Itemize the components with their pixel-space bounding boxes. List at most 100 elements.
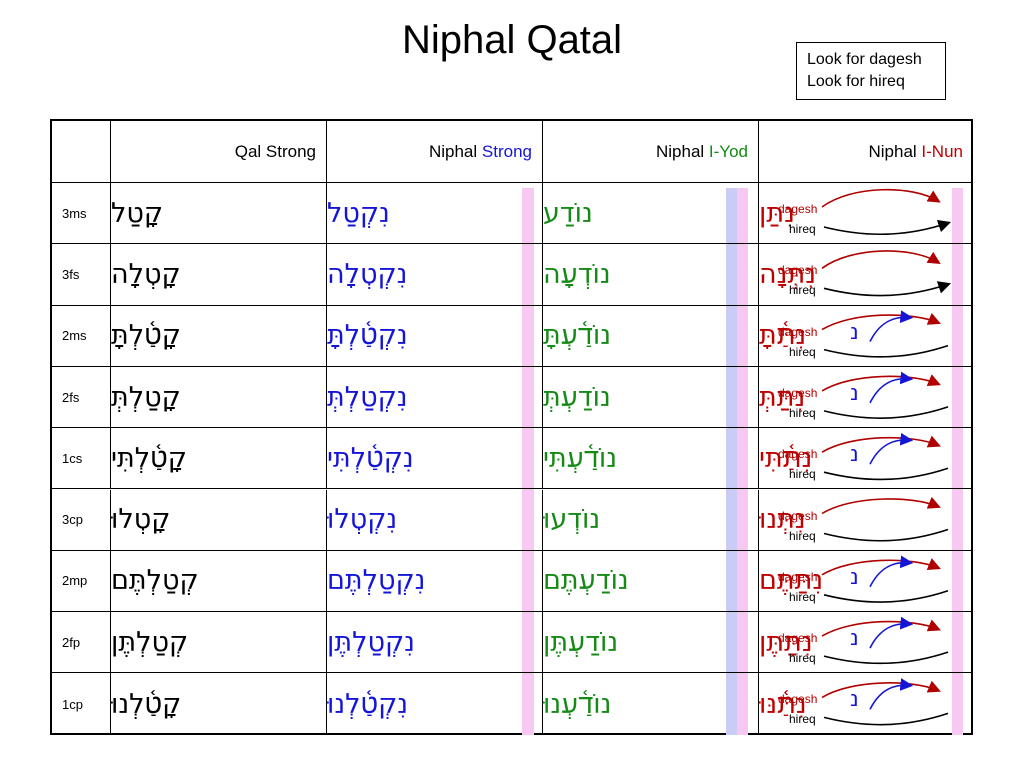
hint-hireq: Look for hireq [807, 73, 905, 90]
niphal-strong-form: נִקְטַ֫לְתָּ [327, 305, 543, 367]
niphal-inun-form: נִתַּתְּ [759, 367, 973, 429]
hireq-annotation: hireq [789, 283, 816, 298]
header-iyod-label: I-Yod [708, 141, 748, 161]
hebrew-word: נִקְטַ֫לְתָּ [327, 320, 408, 352]
row-label: 3fs [52, 244, 111, 306]
qal-strong-form: קָטְלָה [111, 244, 327, 306]
hebrew-word: נִתַּן [759, 197, 795, 229]
header-niphal-iyod: Niphal I-Yod [543, 121, 759, 183]
iyod-prefix-highlight [737, 188, 748, 735]
hebrew-word: נוֹדְעוּ [543, 504, 601, 536]
undefined [823, 467, 949, 481]
niphal-iyod-form: נוֹדַעְתֶּם [543, 550, 759, 613]
header-niphal-label: Niphal [655, 141, 705, 161]
hebrew-word: נִתַּתֶּן [759, 626, 813, 658]
row-label: 2fs [52, 366, 111, 429]
niphal-iyod-form: נוֹדַ֫עְתָּ [543, 305, 759, 367]
hireq-annotation: hireq [789, 712, 816, 727]
hebrew-word: קָטַלְתְּ [111, 381, 181, 413]
hebrew-word: נוֹדַ֫עְתָּ [543, 320, 612, 352]
dagesh-annotation: dagesh [778, 263, 818, 278]
dagesh-annotation: dagesh [778, 692, 818, 707]
hebrew-word: נִקְטְלָה [327, 258, 408, 290]
assimilated-nun: נ [850, 687, 859, 713]
niphal-strong-form: נִקְטַלְתְּ [327, 366, 543, 429]
niphal-iyod-form: נוֹדַ֫עְתִּי [543, 428, 759, 490]
dagesh-arrow-icon [821, 374, 941, 392]
undefined [823, 590, 949, 603]
hebrew-word: קָטְלָה [111, 258, 181, 290]
niphal-strong-form: נִקְטַ֫לְתִּי [327, 428, 543, 490]
hint-dagesh: Look for dagesh [807, 51, 922, 68]
undefined [823, 712, 949, 726]
qal-strong-form: קְטַלְתֶּם [111, 550, 327, 613]
hebrew-word: נוֹדַעְתֶּן [543, 626, 619, 658]
dagesh-annotation: dagesh [778, 569, 818, 584]
niphal-iyod-form: נוֹדַעְתֶּן [543, 612, 759, 674]
header-niphal-label: Niphal [428, 141, 478, 161]
qal-strong-form: קָטַלְתְּ [111, 366, 327, 429]
header-niphal-label: Niphal [868, 141, 917, 161]
hireq-annotation: hireq [789, 528, 816, 543]
niphal-strong-form: נִקְטַלְתֶּן [327, 612, 543, 674]
assimilated-nun: נ [850, 442, 859, 468]
hireq-annotation: hireq [789, 344, 816, 359]
hebrew-word: נִתַּ֫תִּי [759, 442, 813, 474]
dagesh-annotation: dagesh [778, 324, 818, 339]
niphal-strong-form: נִקְטַלְתֶּם [327, 550, 543, 613]
hebrew-word: קָטַ֫לְנוּ [111, 688, 182, 720]
dagesh-annotation: dagesh [778, 447, 818, 462]
hebrew-word: נִקְטַל [327, 197, 390, 229]
row-label: 1cp [52, 673, 111, 735]
header-corner [52, 121, 111, 183]
niphal-iyod-form: נוֹדַעְתְּ [543, 366, 759, 429]
hebrew-word: נִקְטַלְתֶּם [327, 565, 426, 597]
niphal-iyod-form: נוֹדַ֫עְנוּ [543, 673, 759, 735]
page-title: Niphal Qatal [401, 18, 623, 62]
dagesh-arrow-icon [821, 680, 941, 699]
hebrew-word: נוֹדְעָה [543, 258, 611, 290]
hebrew-word: נוֹדַ֫עְתִּי [543, 442, 618, 474]
arrow-layer [821, 188, 952, 726]
dagesh-arrow-icon [821, 435, 941, 453]
niphal-inun-form: נִתַּן [759, 183, 973, 245]
niphal-strong-form: נִקְטַל [327, 183, 543, 245]
hebrew-word: קָטַ֫לְתִּי [111, 442, 187, 474]
niphal-inun-form: נִתְּנוּ [759, 490, 973, 551]
row-label: 3cp [52, 489, 111, 551]
qal-strong-form: קְטַלְתֶּן [111, 612, 327, 674]
niphal-strong-form: נִקְטְלָה [327, 244, 543, 306]
hebrew-word: נִקְטַ֫לְתִּי [327, 442, 414, 474]
hebrew-word: נִתְּנָה [759, 258, 817, 290]
row-label: 3ms [52, 183, 111, 245]
niphal-iyod-form: נוֹדַע [543, 183, 759, 245]
row-label: 2mp [52, 550, 111, 613]
dagesh-arrow-icon [821, 619, 941, 637]
header-strong-label: Strong [481, 141, 532, 161]
hireq-annotation: hireq [789, 467, 816, 482]
dagesh-arrow-icon [821, 312, 941, 331]
header-qal-strong: Qal Strong [111, 121, 327, 183]
undefined [823, 651, 949, 665]
dagesh-annotation: dagesh [778, 385, 818, 400]
niphal-inun-form: נִתַּ֫תִּי [759, 428, 973, 490]
nun-arrow-icon [869, 371, 914, 404]
assimilated-nun: נ [850, 380, 859, 406]
hireq-arrow-icon [823, 219, 952, 236]
hebrew-word: נִקְטְלוּ [327, 504, 398, 536]
niphal-strong-prefix-highlight [522, 188, 534, 735]
header-niphal-strong: Niphal Strong [327, 121, 543, 183]
nun-arrow-icon [869, 432, 914, 465]
niphal-inun-form: נִתַּ֫תָּ [759, 306, 973, 367]
hebrew-word: קָטְלוּ [111, 504, 171, 536]
dagesh-arrow-icon [821, 496, 941, 515]
row-label: 2fp [52, 612, 111, 674]
row-label: 1cs [52, 428, 111, 490]
hebrew-word: נִתַּ֫נּוּ [759, 688, 807, 720]
niphal-inun-form: נִתְּנָה [759, 244, 973, 306]
hebrew-word: נוֹדַעְתֶּם [543, 565, 629, 597]
paradigm-table: Qal Strong Niphal Strong Niphal I-Yod Ni… [50, 119, 973, 735]
hebrew-word: קְטַלְתֶּן [111, 626, 189, 658]
hireq-arrow-icon [823, 281, 952, 297]
hebrew-word: קְטַלְתֶּם [111, 565, 199, 597]
